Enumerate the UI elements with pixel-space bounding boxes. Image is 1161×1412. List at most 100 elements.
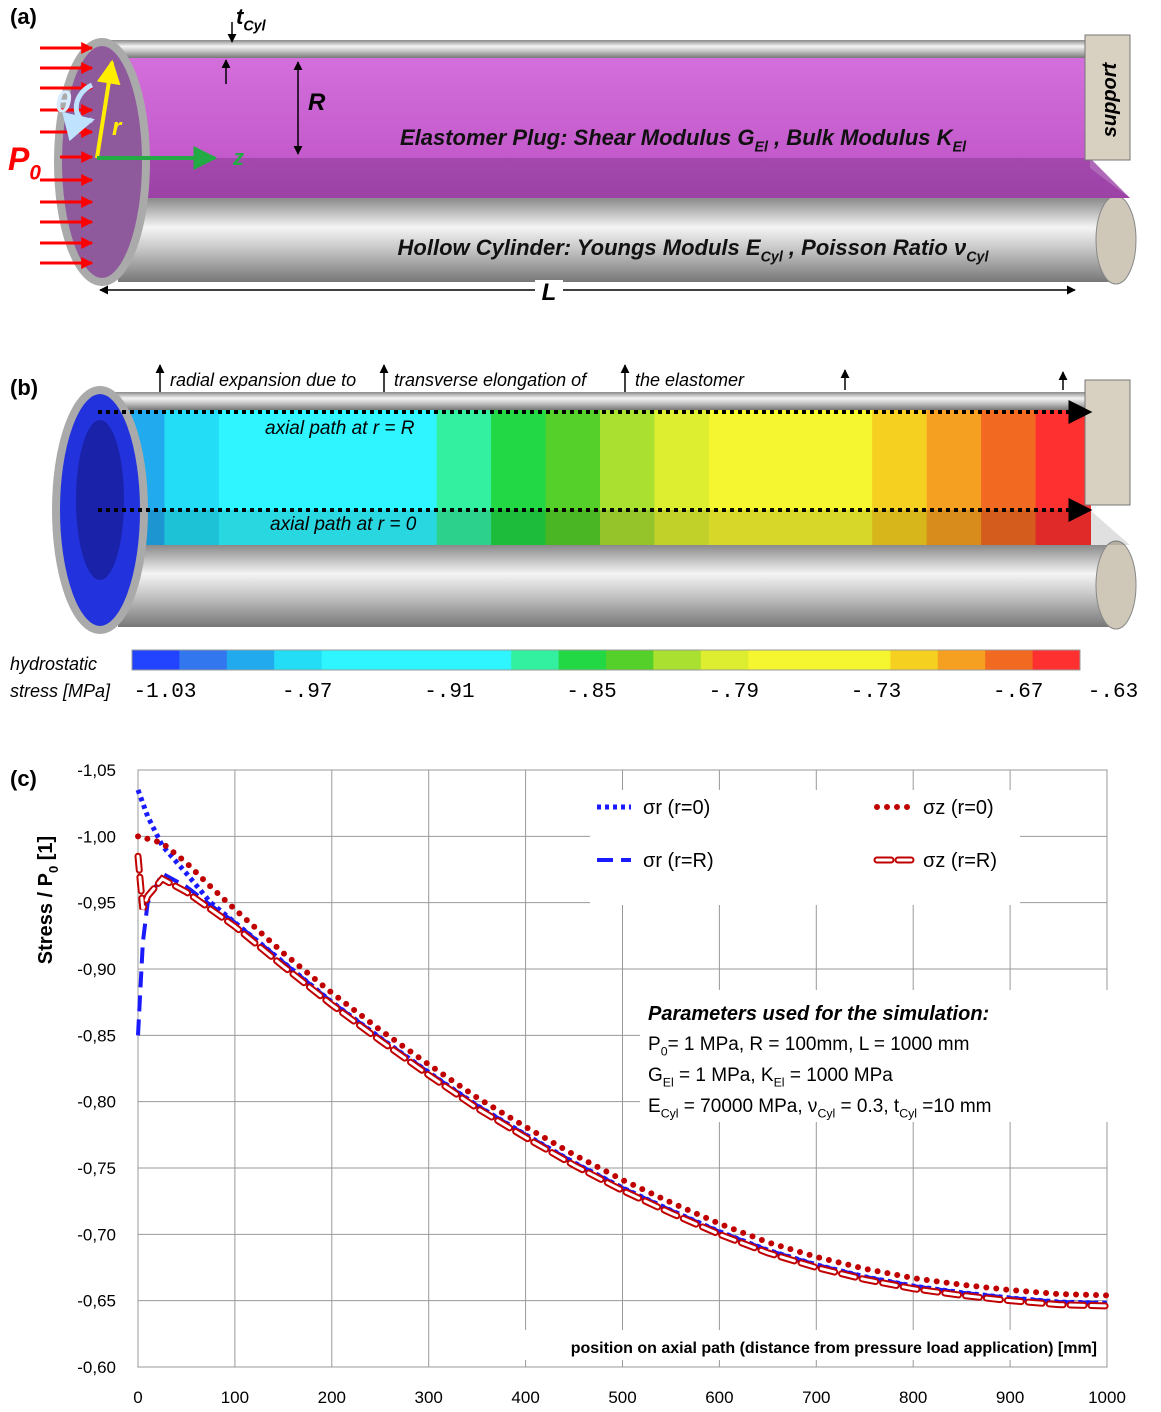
- colorbar-tick-label: -1.03: [133, 681, 196, 704]
- path-label: axial path at r = 0: [270, 514, 417, 535]
- colorbar-cell: [511, 650, 560, 670]
- radius-label: R: [308, 89, 326, 116]
- y-tick-label: -0,65: [77, 1292, 116, 1311]
- text-part: = 1 MPa, R = 100mm, L = 1000 mm: [668, 1034, 970, 1055]
- text-part: =10 mm: [917, 1096, 991, 1117]
- subscript: El: [754, 140, 769, 156]
- annotation: transverse elongation of: [394, 370, 588, 390]
- r-label: r: [112, 114, 123, 141]
- colorbar-tick-label: -.85: [566, 681, 616, 704]
- subscript: Cyl: [899, 1107, 917, 1121]
- z-label: z: [232, 145, 244, 170]
- colorbar-cell: [558, 650, 607, 670]
- colorbar-cell: [179, 650, 228, 670]
- text-part: = 1000 MPa: [785, 1065, 894, 1086]
- colorbar-cell: [1032, 650, 1081, 670]
- text-part: = 70000 MPa, ν: [679, 1096, 818, 1117]
- text-part: Hollow Cylinder: Youngs Moduls E: [398, 235, 762, 260]
- y-tick-label: -0,70: [77, 1225, 116, 1244]
- y-tick-label: -0,75: [77, 1159, 116, 1178]
- colorbar-tick-label: -.79: [709, 681, 759, 704]
- colorbar-cell: [985, 650, 1034, 670]
- contour-band: [763, 410, 819, 545]
- x-tick-label: 900: [996, 1388, 1024, 1407]
- text-part: = 1 MPa, K: [674, 1065, 774, 1086]
- cylinder-end: [1095, 195, 1137, 285]
- x-tick-label: 400: [511, 1388, 539, 1407]
- text-part: P: [648, 1034, 661, 1055]
- text-part: t: [236, 4, 245, 29]
- text-part: Stress / P: [35, 873, 57, 964]
- y-tick-label: -0,80: [77, 1093, 116, 1112]
- contour-band: [545, 410, 601, 545]
- contour-band: [436, 410, 493, 545]
- text-part: E: [648, 1096, 661, 1117]
- subscript: El: [953, 140, 968, 156]
- colorbar-cell: [606, 650, 654, 670]
- theta-label: θ: [55, 86, 72, 119]
- subscript: Cyl: [661, 1107, 679, 1121]
- colorbar-tick-label: -.73: [851, 681, 901, 704]
- contour-band: [981, 410, 1037, 545]
- subscript: 0: [46, 866, 61, 873]
- y-tick-label: -0,85: [77, 1026, 116, 1045]
- cylinder-lower: [118, 545, 1116, 627]
- x-tick-label: 100: [221, 1388, 249, 1407]
- colorbar-cell: [843, 650, 891, 670]
- contour-band: [708, 410, 765, 545]
- contour-band: [327, 410, 384, 545]
- contour-band: [218, 410, 275, 545]
- colorbar-tick-label: -.97: [282, 681, 332, 704]
- contour: [105, 410, 1130, 545]
- text-part: G: [648, 1065, 663, 1086]
- cylinder-rim: [105, 40, 1090, 58]
- annotation-line: ECyl = 70000 MPa, νCyl = 0.3, tCyl =10 m…: [648, 1096, 991, 1121]
- panel-a: (a) tCyl R Elastomer Plug: Shear Modulus…: [8, 4, 1137, 306]
- y-tick-label: -0,95: [77, 894, 116, 913]
- colorbar: -1.03 -.97 -.91 -.85 -.79 -.73 -.67 -.63: [131, 649, 1138, 704]
- cylinder-label: Hollow Cylinder: Youngs Moduls ECyl , Po…: [398, 235, 990, 266]
- cylinder-rim: [105, 392, 1090, 410]
- subscript: El: [663, 1076, 674, 1090]
- contour-shade: [105, 510, 1130, 545]
- colorbar-tick-label: -.91: [424, 681, 474, 704]
- expansion-arrows: [155, 364, 1068, 392]
- support-block: [1084, 379, 1131, 506]
- support-block: [1084, 34, 1131, 161]
- panel-label: (a): [10, 4, 37, 29]
- panel-label: (b): [10, 375, 38, 400]
- colorbar-cell: [700, 650, 749, 670]
- subscript: Cyl: [243, 19, 266, 35]
- legend-label: σr (r=0): [643, 797, 710, 819]
- contour-band: [491, 410, 547, 545]
- plug-label: Elastomer Plug: Shear Modulus GEl , Bulk…: [400, 125, 967, 156]
- x-tick-label: 0: [133, 1388, 142, 1407]
- contour-band: [600, 410, 656, 545]
- cylinder-end: [1095, 540, 1137, 630]
- colorbar-cell: [937, 650, 986, 670]
- series-line: [136, 854, 1109, 1308]
- x-tick-label: 600: [705, 1388, 733, 1407]
- y-tick-label: -0,90: [77, 960, 116, 979]
- legend-label: σz (r=0): [923, 797, 994, 819]
- colorbar-cell: [274, 650, 323, 670]
- text-part: P: [8, 141, 30, 177]
- colorbar-cell: [463, 650, 512, 670]
- contour-band: [382, 410, 438, 545]
- x-tick-label: 200: [318, 1388, 346, 1407]
- colorbar-cell: [748, 650, 797, 670]
- x-tick-label: 300: [415, 1388, 443, 1407]
- subscript: 0: [29, 162, 41, 185]
- theta-arrow: [62, 82, 95, 142]
- legend-bg: [590, 790, 1020, 905]
- colorbar-cell: [369, 650, 417, 670]
- colorbar-frame: [131, 649, 1081, 671]
- path-label: axial path at r = R: [265, 418, 415, 439]
- colorbar-cell: [321, 650, 370, 670]
- legend-label: σr (r=R): [643, 850, 714, 872]
- label-bg: [452, 1330, 1102, 1360]
- panel-label: (c): [10, 766, 37, 791]
- text-part: , Bulk Modulus K: [768, 125, 955, 150]
- r-axis: [95, 59, 121, 159]
